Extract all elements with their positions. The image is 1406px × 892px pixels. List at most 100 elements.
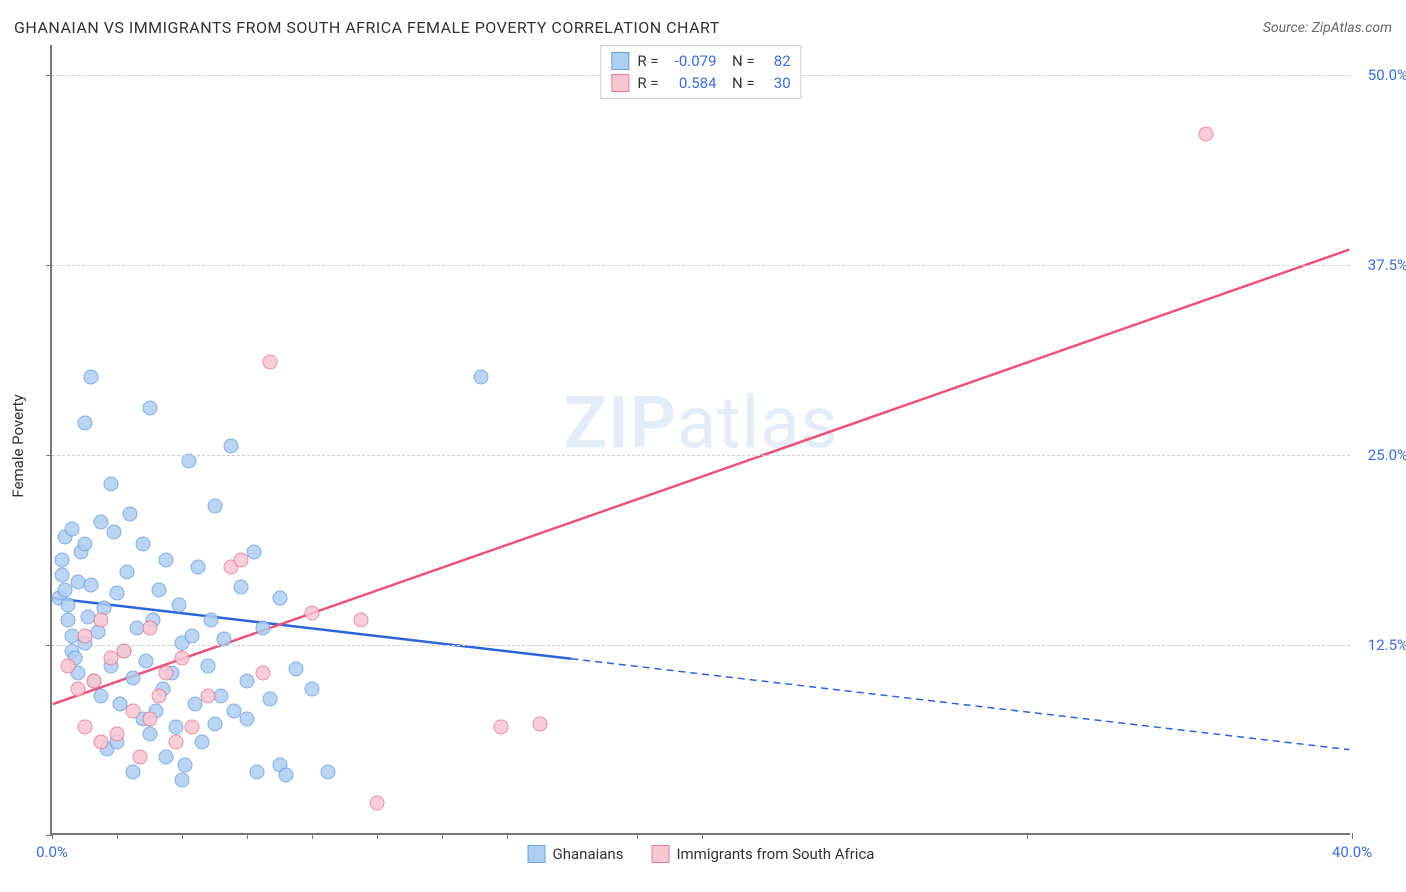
data-point: [61, 658, 76, 673]
data-point: [84, 370, 99, 385]
data-point: [184, 628, 199, 643]
watermark-bold: ZIP: [563, 381, 676, 466]
legend-swatch: [651, 845, 669, 863]
data-point: [493, 719, 508, 734]
data-point: [158, 552, 173, 567]
data-point: [126, 671, 141, 686]
legend-swatch: [611, 74, 629, 92]
data-point: [87, 674, 102, 689]
data-point: [142, 400, 157, 415]
plot-area: ZIPatlas R =-0.079 N =82R =0.584 N =30 G…: [50, 45, 1350, 835]
data-point: [353, 613, 368, 628]
y-tick-label: 50.0%: [1356, 66, 1406, 84]
y-tick-label: 12.5%: [1356, 636, 1406, 654]
data-point: [321, 765, 336, 780]
x-tick: [52, 833, 53, 839]
data-point: [61, 598, 76, 613]
data-point: [142, 620, 157, 635]
data-point: [246, 544, 261, 559]
stat-n-label: N =: [725, 72, 755, 94]
y-tick-label: 25.0%: [1356, 446, 1406, 464]
stats-legend-row: R =-0.079 N =82: [611, 50, 790, 72]
data-point: [168, 719, 183, 734]
data-point: [103, 476, 118, 491]
data-point: [207, 499, 222, 514]
legend-label: Ghanaians: [553, 845, 624, 863]
data-point: [184, 719, 199, 734]
gridline: [52, 265, 1350, 266]
y-tick: [46, 645, 52, 646]
legend-swatch: [611, 52, 629, 70]
data-point: [136, 537, 151, 552]
legend-swatch: [528, 845, 546, 863]
data-point: [93, 689, 108, 704]
data-point: [171, 598, 186, 613]
y-tick: [46, 455, 52, 456]
data-point: [132, 750, 147, 765]
data-point: [175, 651, 190, 666]
stat-r-label: R =: [637, 72, 658, 94]
watermark-rest: atlas: [677, 381, 839, 466]
x-tick: [312, 833, 313, 839]
x-tick: [507, 833, 508, 839]
data-point: [256, 666, 271, 681]
data-point: [256, 620, 271, 635]
data-point: [233, 579, 248, 594]
stat-r-label: R =: [637, 50, 658, 72]
data-point: [191, 560, 206, 575]
data-point: [93, 734, 108, 749]
data-point: [262, 692, 277, 707]
data-point: [532, 716, 547, 731]
data-point: [233, 552, 248, 567]
y-tick: [46, 835, 52, 836]
x-tick-label: 40.0%: [1332, 843, 1372, 861]
data-point: [204, 613, 219, 628]
trend-line-solid: [53, 250, 1350, 705]
data-point: [77, 537, 92, 552]
data-point: [119, 564, 134, 579]
stat-r-value: 0.584: [667, 72, 717, 94]
series-legend: Ghanaians Immigrants from South Africa: [528, 845, 875, 863]
data-point: [71, 681, 86, 696]
stat-n-label: N =: [725, 50, 755, 72]
data-point: [168, 734, 183, 749]
data-point: [474, 370, 489, 385]
data-point: [305, 605, 320, 620]
legend-item: Ghanaians: [528, 845, 624, 863]
data-point: [152, 582, 167, 597]
data-point: [77, 719, 92, 734]
x-tick: [1352, 833, 1353, 839]
data-point: [110, 727, 125, 742]
data-point: [84, 578, 99, 593]
data-point: [370, 795, 385, 810]
data-point: [77, 415, 92, 430]
data-point: [201, 689, 216, 704]
chart-title: GHANAIAN VS IMMIGRANTS FROM SOUTH AFRICA…: [14, 18, 720, 37]
data-point: [158, 666, 173, 681]
data-point: [178, 757, 193, 772]
data-point: [142, 712, 157, 727]
data-point: [64, 522, 79, 537]
data-point: [93, 514, 108, 529]
data-point: [93, 613, 108, 628]
legend-item: Immigrants from South Africa: [651, 845, 874, 863]
data-point: [77, 628, 92, 643]
data-point: [217, 631, 232, 646]
data-point: [126, 765, 141, 780]
data-point: [61, 613, 76, 628]
data-point: [194, 734, 209, 749]
data-point: [240, 712, 255, 727]
x-tick: [377, 833, 378, 839]
data-point: [262, 355, 277, 370]
data-point: [288, 661, 303, 676]
stat-r-value: -0.079: [667, 50, 717, 72]
x-tick: [117, 833, 118, 839]
x-tick: [1027, 833, 1028, 839]
chart-header: GHANAIAN VS IMMIGRANTS FROM SOUTH AFRICA…: [14, 18, 1392, 37]
data-point: [152, 689, 167, 704]
data-point: [126, 704, 141, 719]
data-point: [1198, 127, 1213, 142]
trend-line-dashed: [571, 659, 1349, 750]
y-tick: [46, 75, 52, 76]
data-point: [240, 674, 255, 689]
